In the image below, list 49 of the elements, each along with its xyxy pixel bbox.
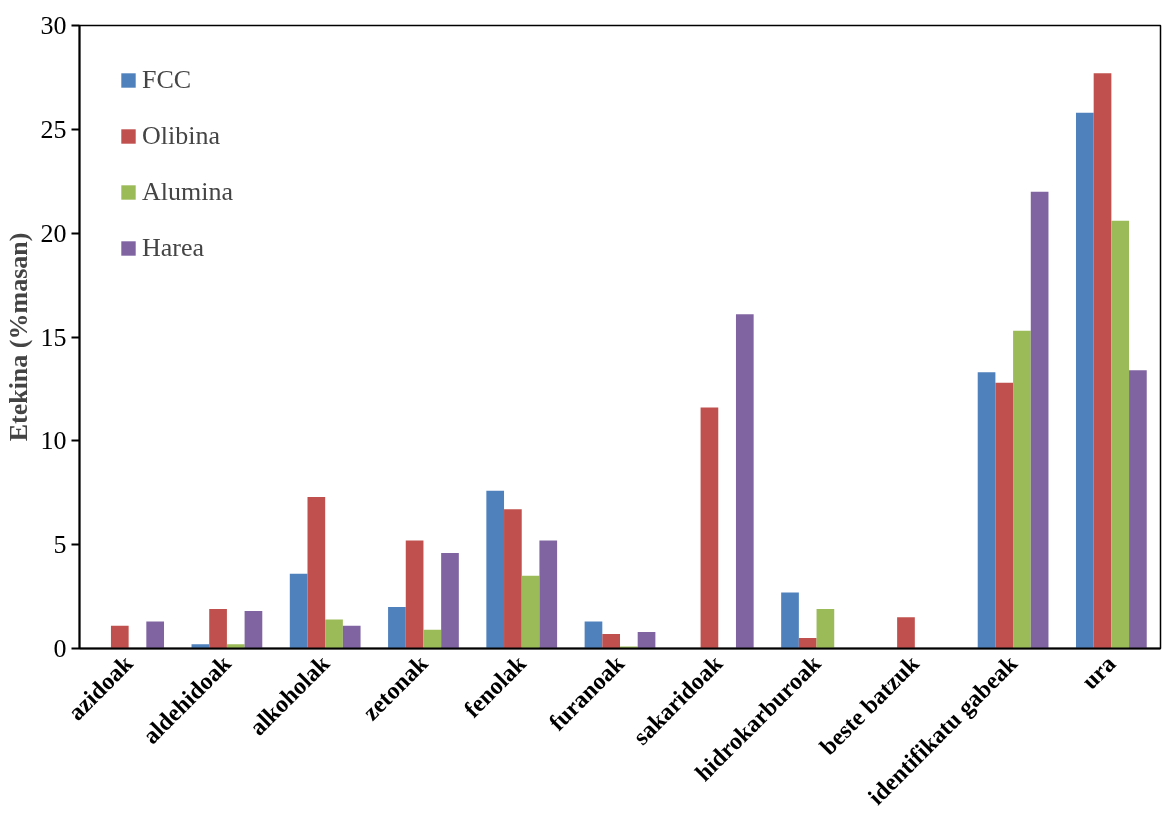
- bar: [602, 633, 620, 649]
- y-tick-label: 25: [40, 114, 67, 144]
- bar: [325, 619, 343, 649]
- bar: [423, 629, 442, 649]
- bar: [486, 490, 505, 649]
- y-axis-title: Etekina (%masan): [3, 232, 33, 442]
- bar: [289, 573, 308, 649]
- legend-label: Harea: [142, 233, 205, 263]
- bar: [244, 611, 263, 649]
- y-tick-label: 5: [53, 530, 67, 560]
- y-tick-label: 15: [40, 322, 67, 352]
- bar: [584, 621, 603, 649]
- bar: [735, 314, 754, 649]
- bar: [1075, 112, 1094, 649]
- bar: [209, 609, 227, 649]
- bar: [897, 617, 915, 649]
- y-tick-label: 10: [40, 426, 67, 456]
- bar: [342, 625, 361, 649]
- bar: [191, 644, 210, 649]
- y-tick-label: 20: [40, 218, 67, 248]
- bar: [816, 609, 835, 649]
- bar: [1129, 370, 1147, 649]
- bar: [781, 592, 799, 649]
- legend-label: Olibina: [142, 121, 220, 151]
- bar: [539, 540, 558, 649]
- bar: [995, 382, 1014, 649]
- bar: [521, 575, 540, 649]
- bar: [798, 638, 817, 649]
- bar: [637, 631, 656, 649]
- bar: [441, 552, 459, 649]
- bar: [1093, 73, 1112, 649]
- bar: [405, 540, 424, 649]
- bar: [620, 646, 638, 649]
- bar: [110, 625, 129, 649]
- bar: [388, 606, 406, 649]
- bar: [226, 644, 245, 649]
- y-tick-label: 30: [40, 11, 67, 40]
- legend-label: Alumina: [142, 177, 233, 207]
- y-tick-label: 0: [53, 634, 67, 663]
- x-tick-label: ura: [1076, 650, 1121, 695]
- bar: [977, 372, 996, 649]
- bar: [700, 407, 719, 649]
- bar: [1013, 330, 1031, 649]
- legend-label: FCC: [142, 65, 192, 95]
- bar: [1030, 191, 1049, 649]
- bar: [504, 509, 522, 649]
- bar: [307, 496, 326, 649]
- bar: [1111, 220, 1130, 649]
- bar: [146, 621, 165, 649]
